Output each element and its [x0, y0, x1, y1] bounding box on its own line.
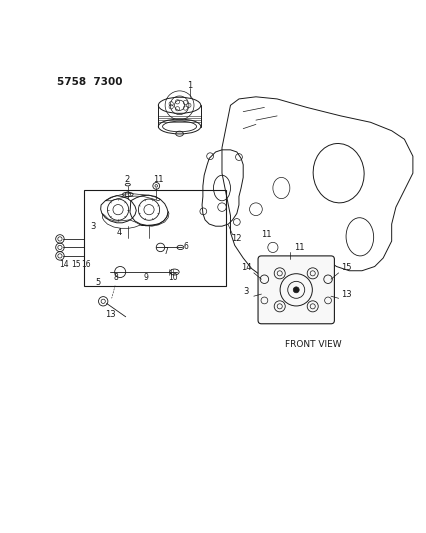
Text: 8: 8	[113, 273, 118, 282]
Text: 4: 4	[116, 228, 122, 237]
Text: 3: 3	[243, 287, 248, 296]
Text: 15: 15	[71, 260, 80, 269]
Bar	[84, 190, 226, 286]
Text: 2: 2	[124, 175, 129, 184]
Text: 5758  7300: 5758 7300	[56, 77, 122, 87]
Text: 16: 16	[81, 260, 91, 269]
Text: 1: 1	[187, 81, 193, 90]
FancyBboxPatch shape	[257, 256, 334, 324]
Text: 14: 14	[59, 260, 69, 269]
Text: 11: 11	[294, 243, 304, 252]
Text: 9: 9	[143, 273, 148, 282]
Text: FRONT VIEW: FRONT VIEW	[284, 341, 341, 350]
Text: 15: 15	[340, 263, 351, 272]
Text: 11: 11	[261, 230, 271, 239]
Text: 11: 11	[153, 175, 163, 184]
Text: 6: 6	[183, 241, 188, 251]
Text: 12: 12	[231, 233, 242, 243]
Text: 3: 3	[90, 222, 95, 231]
Text: 7: 7	[163, 247, 168, 256]
Circle shape	[293, 287, 299, 293]
Text: 14: 14	[240, 263, 251, 272]
Text: 10: 10	[168, 273, 178, 282]
Text: 13: 13	[105, 310, 116, 319]
Text: 5: 5	[95, 278, 101, 287]
Text: 13: 13	[340, 289, 351, 298]
